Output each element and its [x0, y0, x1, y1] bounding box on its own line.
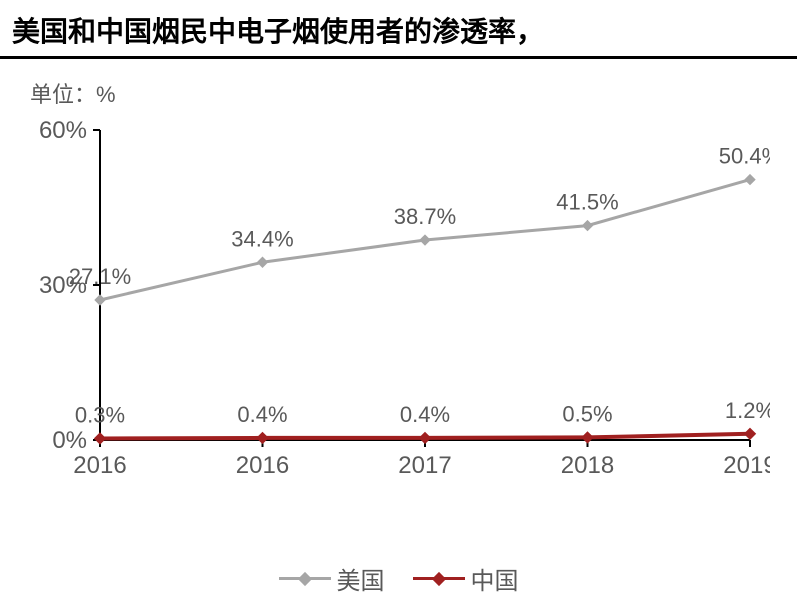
legend-item: 美国: [279, 561, 385, 596]
svg-text:0.5%: 0.5%: [562, 401, 612, 426]
unit-label: 单位：%: [0, 59, 797, 109]
svg-text:41.5%: 41.5%: [556, 190, 618, 215]
svg-text:2017: 2017: [398, 452, 451, 479]
svg-text:0.3%: 0.3%: [75, 402, 125, 427]
svg-text:2016: 2016: [73, 452, 126, 479]
svg-text:2019: 2019: [723, 452, 770, 479]
legend: 美国 中国: [0, 559, 797, 596]
chart-container: 美国和中国烟民中电子烟使用者的渗透率， 单位：% 0%30%60%2016201…: [0, 0, 797, 602]
svg-text:0.4%: 0.4%: [400, 402, 450, 427]
svg-text:0%: 0%: [52, 427, 87, 454]
legend-marker-icon: [431, 571, 445, 585]
chart-svg: 0%30%60%2016201620172018201927.1%34.4%38…: [30, 120, 770, 500]
legend-item: 中国: [413, 561, 519, 596]
legend-label: 中国: [471, 561, 519, 596]
svg-text:0.4%: 0.4%: [237, 402, 287, 427]
svg-text:60%: 60%: [39, 120, 87, 144]
svg-text:2018: 2018: [561, 452, 614, 479]
svg-text:1.2%: 1.2%: [725, 398, 770, 423]
svg-text:50.4%: 50.4%: [719, 144, 770, 169]
legend-line-icon: [279, 577, 331, 580]
legend-marker-icon: [297, 571, 311, 585]
chart-title: 美国和中国烟民中电子烟使用者的渗透率，: [0, 0, 797, 56]
svg-text:27.1%: 27.1%: [69, 264, 131, 289]
chart-area: 0%30%60%2016201620172018201927.1%34.4%38…: [30, 120, 770, 500]
svg-text:2016: 2016: [236, 452, 289, 479]
legend-label: 美国: [337, 561, 385, 596]
legend-line-icon: [413, 577, 465, 580]
svg-text:34.4%: 34.4%: [231, 226, 293, 251]
svg-text:38.7%: 38.7%: [394, 204, 456, 229]
